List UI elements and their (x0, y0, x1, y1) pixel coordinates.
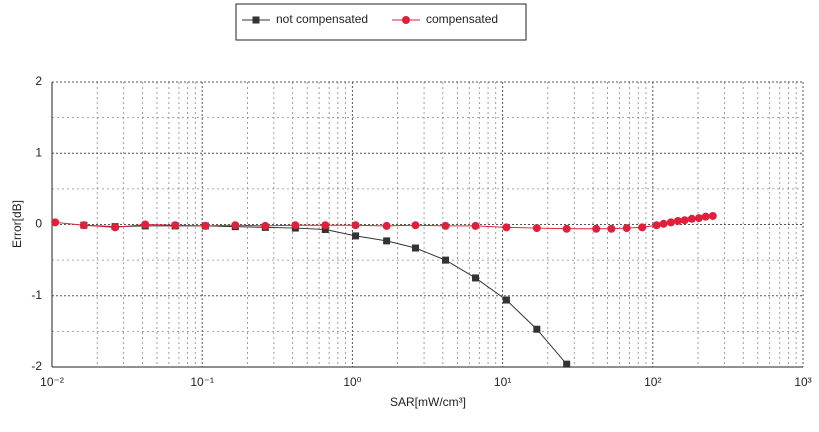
y-axis-label: Error[dB] (10, 200, 24, 248)
x-tick-label: 10³ (794, 375, 811, 389)
x-tick-label: 10⁰ (343, 375, 361, 389)
data-point (708, 211, 717, 220)
data-point (666, 218, 675, 227)
data-point (442, 256, 450, 264)
y-tick-label: -1 (31, 288, 42, 302)
y-tick-label: 0 (35, 217, 42, 231)
data-point (321, 225, 329, 233)
legend-marker (402, 16, 410, 24)
data-point (687, 214, 696, 223)
legend-label: compensated (426, 12, 498, 26)
data-point (502, 296, 510, 304)
x-axis-label: SAR[mW/cm³] (390, 395, 466, 409)
data-point (261, 221, 270, 230)
data-point (171, 221, 180, 230)
data-point (562, 224, 571, 233)
data-point (680, 216, 689, 225)
y-tick-label: 2 (35, 74, 42, 88)
data-point (532, 224, 541, 233)
data-point (652, 221, 661, 230)
x-tick-label: 10² (644, 375, 661, 389)
data-point (659, 219, 668, 228)
legend-label: not compensated (276, 12, 368, 26)
data-point (79, 221, 88, 230)
y-tick-label: -2 (31, 359, 42, 373)
data-point (592, 224, 601, 233)
data-point (622, 224, 631, 233)
data-point (411, 221, 420, 230)
data-point (51, 218, 60, 227)
data-point (291, 221, 300, 230)
data-point (441, 221, 450, 230)
data-point (382, 221, 391, 230)
data-point (352, 232, 360, 240)
data-point (673, 216, 682, 225)
data-point (638, 223, 647, 232)
y-tick-label: 1 (35, 145, 42, 159)
legend-box (235, 3, 527, 41)
data-point (694, 214, 703, 223)
legend-marker (252, 16, 260, 24)
data-point (321, 221, 330, 230)
data-point (563, 360, 571, 368)
series-line (83, 224, 568, 365)
x-tick-label: 10¹ (494, 375, 511, 389)
data-point (607, 224, 616, 233)
data-point (701, 212, 710, 221)
data-point (471, 221, 480, 230)
data-point (502, 223, 511, 232)
data-point (111, 223, 120, 232)
data-point (201, 221, 210, 230)
data-point (471, 274, 479, 282)
data-point (383, 237, 391, 245)
x-tick-label: 10⁻² (40, 375, 64, 389)
data-point (411, 244, 419, 252)
data-point (351, 221, 360, 230)
data-point (231, 221, 240, 230)
data-point (141, 220, 150, 229)
data-point (533, 325, 541, 333)
x-tick-label: 10⁻¹ (190, 375, 214, 389)
